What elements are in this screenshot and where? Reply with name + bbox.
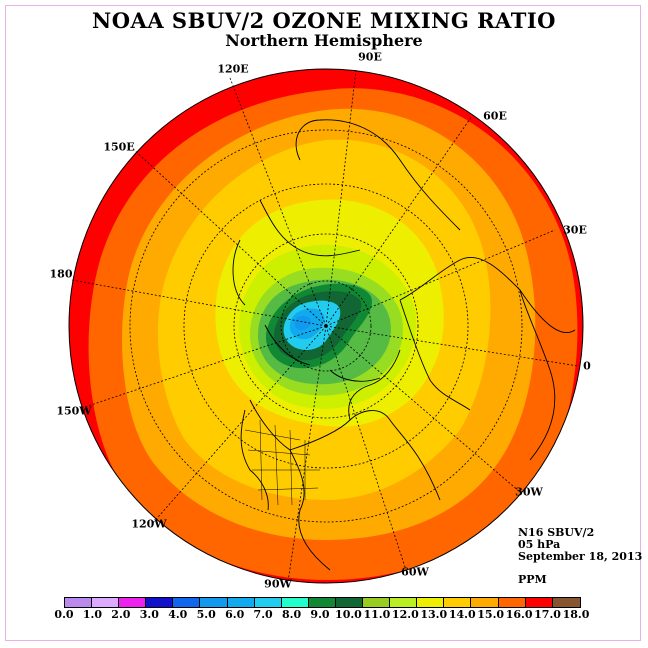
color-bar-swatch: [227, 598, 255, 607]
date-label: September 18, 2013: [518, 550, 643, 563]
contour-band-5: [294, 315, 312, 330]
color-bar-swatch: [119, 598, 147, 607]
color-bar-swatch: [254, 598, 282, 607]
color-bar-tick-label: 1.0: [82, 608, 103, 621]
color-bar-tick-label: 4.0: [168, 608, 188, 621]
color-bar-tick-label: 3.0: [139, 608, 159, 621]
lon-label-60w: 60W: [401, 565, 429, 579]
map-subtitle: Northern Hemisphere: [225, 31, 423, 50]
color-bar-swatch: [417, 598, 445, 607]
lon-label-30w: 30W: [515, 485, 543, 499]
color-bar-swatch: [335, 598, 364, 607]
color-bar-tick-label: 2.0: [111, 608, 131, 621]
lon-label-60e: 60E: [483, 109, 507, 123]
map-title: NOAA SBUV/2 OZONE MIXING RATIO: [92, 8, 556, 33]
color-bar-swatch: [471, 598, 499, 607]
lon-label-150e: 150E: [103, 140, 135, 154]
image-frame: [5, 5, 641, 641]
pressure-level-label: 05 hPa: [518, 538, 561, 551]
lon-label-90w: 90W: [264, 577, 292, 591]
lon-label-120w: 120W: [131, 517, 167, 531]
color-bar-swatch: [200, 598, 228, 607]
color-bar-tick-label: 9.0: [310, 608, 330, 621]
color-bar-swatch: [363, 598, 391, 607]
lon-label-30e: 30E: [563, 223, 587, 237]
lon-label-0: 0: [583, 359, 591, 373]
color-bar-swatch: [92, 598, 120, 607]
color-bar-swatch: [498, 598, 526, 607]
color-bar-tick-label: 10.0: [335, 608, 362, 621]
lon-label-180: 180: [49, 267, 73, 281]
color-bar-tick-label: 13.0: [420, 608, 448, 621]
units-label: PPM: [518, 573, 547, 586]
color-bar-tick-label: 8.0: [281, 608, 302, 621]
map-border: [68, 68, 584, 584]
color-bar-swatch: [65, 598, 93, 607]
color-bar-tick-label: 16.0: [505, 608, 533, 621]
lon-label-120e: 120E: [217, 62, 249, 76]
lon-label-150w: 150W: [56, 404, 92, 418]
latitude-circles: [129, 129, 523, 523]
color-bar-swatch: [308, 598, 336, 607]
lon-label-90e: 90E: [358, 50, 382, 64]
political-boundaries: [244, 419, 320, 506]
coastlines: [232, 119, 576, 571]
color-bar-swatch: [390, 598, 418, 607]
color-bar-swatch: [173, 598, 201, 607]
instrument-label: N16 SBUV/2: [518, 526, 595, 539]
color-bar-swatch: [552, 598, 580, 607]
color-bar-swatch: [525, 598, 553, 607]
color-bar-tick-label: 14.0: [448, 608, 476, 621]
color-bar-tick-label: 17.0: [534, 608, 561, 621]
color-bar-swatch: [444, 598, 472, 607]
color-bar-tick-label: 0.0: [54, 608, 74, 621]
color-bar-swatch: [146, 598, 174, 607]
color-bar-tick-label: 7.0: [253, 608, 273, 621]
color-bar-tick-label: 12.0: [391, 608, 419, 621]
color-bar-tick-label: 15.0: [477, 608, 505, 621]
meridian-lines: [71, 69, 579, 583]
color-bar-swatch: [281, 598, 309, 607]
color-bar: [64, 597, 581, 608]
color-bar-tick-label: 11.0: [363, 608, 391, 621]
color-bar-tick-label: 5.0: [196, 608, 216, 621]
color-bar-tick-label: 18.0: [562, 608, 590, 621]
color-bar-tick-label: 6.0: [225, 608, 245, 621]
